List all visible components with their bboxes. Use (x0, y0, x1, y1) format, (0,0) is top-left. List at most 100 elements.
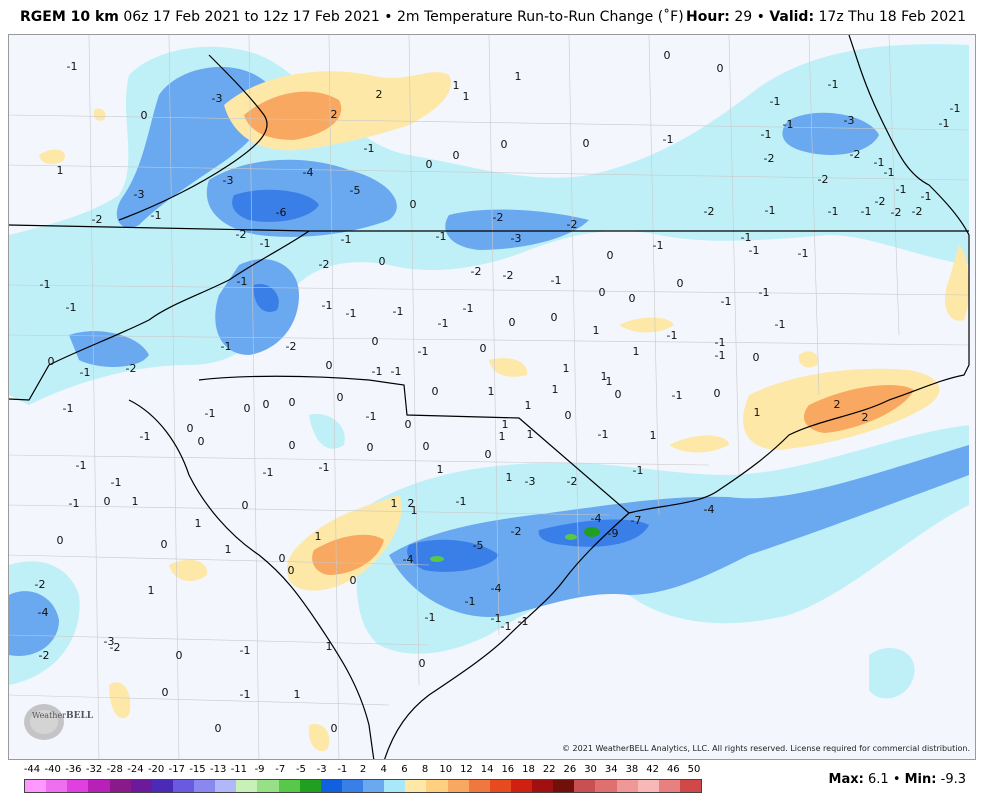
value-label: -1 (140, 430, 151, 443)
valid-label: Valid: (769, 9, 815, 25)
value-label: -1 (551, 274, 562, 287)
value-label: 0 (419, 657, 426, 670)
legend-tick-label: 34 (604, 764, 618, 775)
legend-tick-label: -17 (168, 764, 185, 775)
contour-yellow (308, 724, 330, 751)
value-label: 1 (411, 504, 418, 517)
legend-tick-label: -40 (44, 764, 61, 775)
value-label: -2 (875, 195, 886, 208)
legend-swatch (46, 780, 68, 792)
value-label: -1 (741, 231, 752, 244)
value-label: -2 (567, 475, 578, 488)
legend-swatch (532, 780, 554, 792)
value-label: 0 (607, 249, 614, 262)
value-label: -1 (465, 595, 476, 608)
legend-swatch (67, 780, 89, 792)
value-label: 0 (372, 335, 379, 348)
title-line: RGEM 10 km 06z 17 Feb 2021 to 12z 17 Feb… (20, 0, 684, 34)
value-label: 0 (714, 387, 721, 400)
value-label: -1 (151, 209, 162, 222)
value-label: 0 (176, 649, 183, 662)
value-label: -1 (76, 459, 87, 472)
value-label: 1 (463, 90, 470, 103)
value-label: -3 (525, 475, 536, 488)
contour-light-blue (869, 647, 915, 699)
value-label: 1 (754, 406, 761, 419)
value-label: 0 (551, 311, 558, 324)
contour-mid-blue (782, 112, 879, 155)
state-borders (9, 35, 970, 759)
contour-yellow (489, 358, 528, 377)
value-label: -1 (770, 95, 781, 108)
weather-map[interactable]: -1 -3 0 1 -3 -1 -2 -3 -4 -5 -6 -2 -1 2 2 1 1 1 0 0 -1 0 0 0 0 -1 0… (8, 34, 976, 760)
legend-tick-label: 30 (584, 764, 597, 775)
value-label: 1 (57, 164, 64, 177)
logo-text-top: Weather (32, 711, 66, 720)
value-label: -2 (319, 258, 330, 271)
value-label: 1 (195, 517, 202, 530)
product-name: 2m Temperature Run-to-Run Change (˚F) (396, 9, 684, 25)
value-label: -3 (212, 92, 223, 105)
valid-time: Hour: 29 • Valid: 17z Thu 18 Feb 2021 (686, 0, 966, 34)
value-label: -1 (759, 286, 770, 299)
value-label: 1 (552, 383, 559, 396)
legend-swatch (616, 780, 638, 792)
value-label: 0 (337, 391, 344, 404)
contour-yellow (169, 559, 208, 581)
legend-tick-label: 42 (646, 764, 659, 775)
value-label: -1 (221, 340, 232, 353)
value-label: 0 (57, 534, 64, 547)
value-label: -4 (303, 166, 314, 179)
valid-bullet: • (756, 9, 765, 25)
contour-orange (804, 385, 914, 433)
value-label: 0 (629, 292, 636, 305)
legend-swatch (574, 780, 596, 792)
value-label: -2 (567, 218, 578, 231)
contour-green (584, 527, 600, 537)
value-label: 1 (453, 79, 460, 92)
legend-swatch (130, 780, 152, 792)
contour-yellow (798, 351, 818, 368)
legend-tick-label: -24 (127, 764, 144, 775)
value-label: 2 (834, 398, 841, 411)
legend-swatch (679, 780, 701, 792)
value-label: 1 (527, 428, 534, 441)
value-label: -1 (67, 60, 78, 73)
legend-tick-label: -13 (210, 764, 227, 775)
legend-swatch (489, 780, 511, 792)
value-label: 2 (862, 411, 869, 424)
value-label: -1 (63, 402, 74, 415)
legend-tick-label: -20 (147, 764, 165, 775)
legend-tick-label: 16 (501, 764, 515, 775)
value-label: 0 (423, 440, 430, 453)
legend-swatch (341, 780, 363, 792)
value-label: 1 (606, 375, 613, 388)
coastline (628, 35, 970, 514)
value-label: 0 (331, 722, 338, 735)
legend-swatch (194, 780, 216, 792)
value-label: -2 (39, 649, 50, 662)
contour-deep-blue (407, 539, 499, 572)
value-label: -1 (749, 244, 760, 257)
value-label: -3 (104, 635, 115, 648)
value-label: 1 (593, 324, 600, 337)
contour-yellow (93, 108, 106, 121)
value-label: -1 (463, 302, 474, 315)
value-label: -1 (418, 345, 429, 358)
legend-tick-label: 12 (460, 764, 473, 775)
value-label: -2 (92, 213, 103, 226)
value-label: 0 (565, 409, 572, 422)
value-label: -1 (828, 205, 839, 218)
value-label: -1 (425, 611, 436, 624)
value-label: 0 (599, 286, 606, 299)
legend-swatch (510, 780, 532, 792)
value-label: 0 (583, 137, 590, 150)
value-label: 0 (263, 398, 270, 411)
value-label: -3 (223, 174, 234, 187)
legend-tick-label: 4 (380, 764, 387, 775)
value-label: 0 (215, 722, 222, 735)
value-label: 0 (48, 355, 55, 368)
contour-deep-blue (253, 284, 279, 313)
legend-tick-label: -15 (189, 764, 206, 775)
